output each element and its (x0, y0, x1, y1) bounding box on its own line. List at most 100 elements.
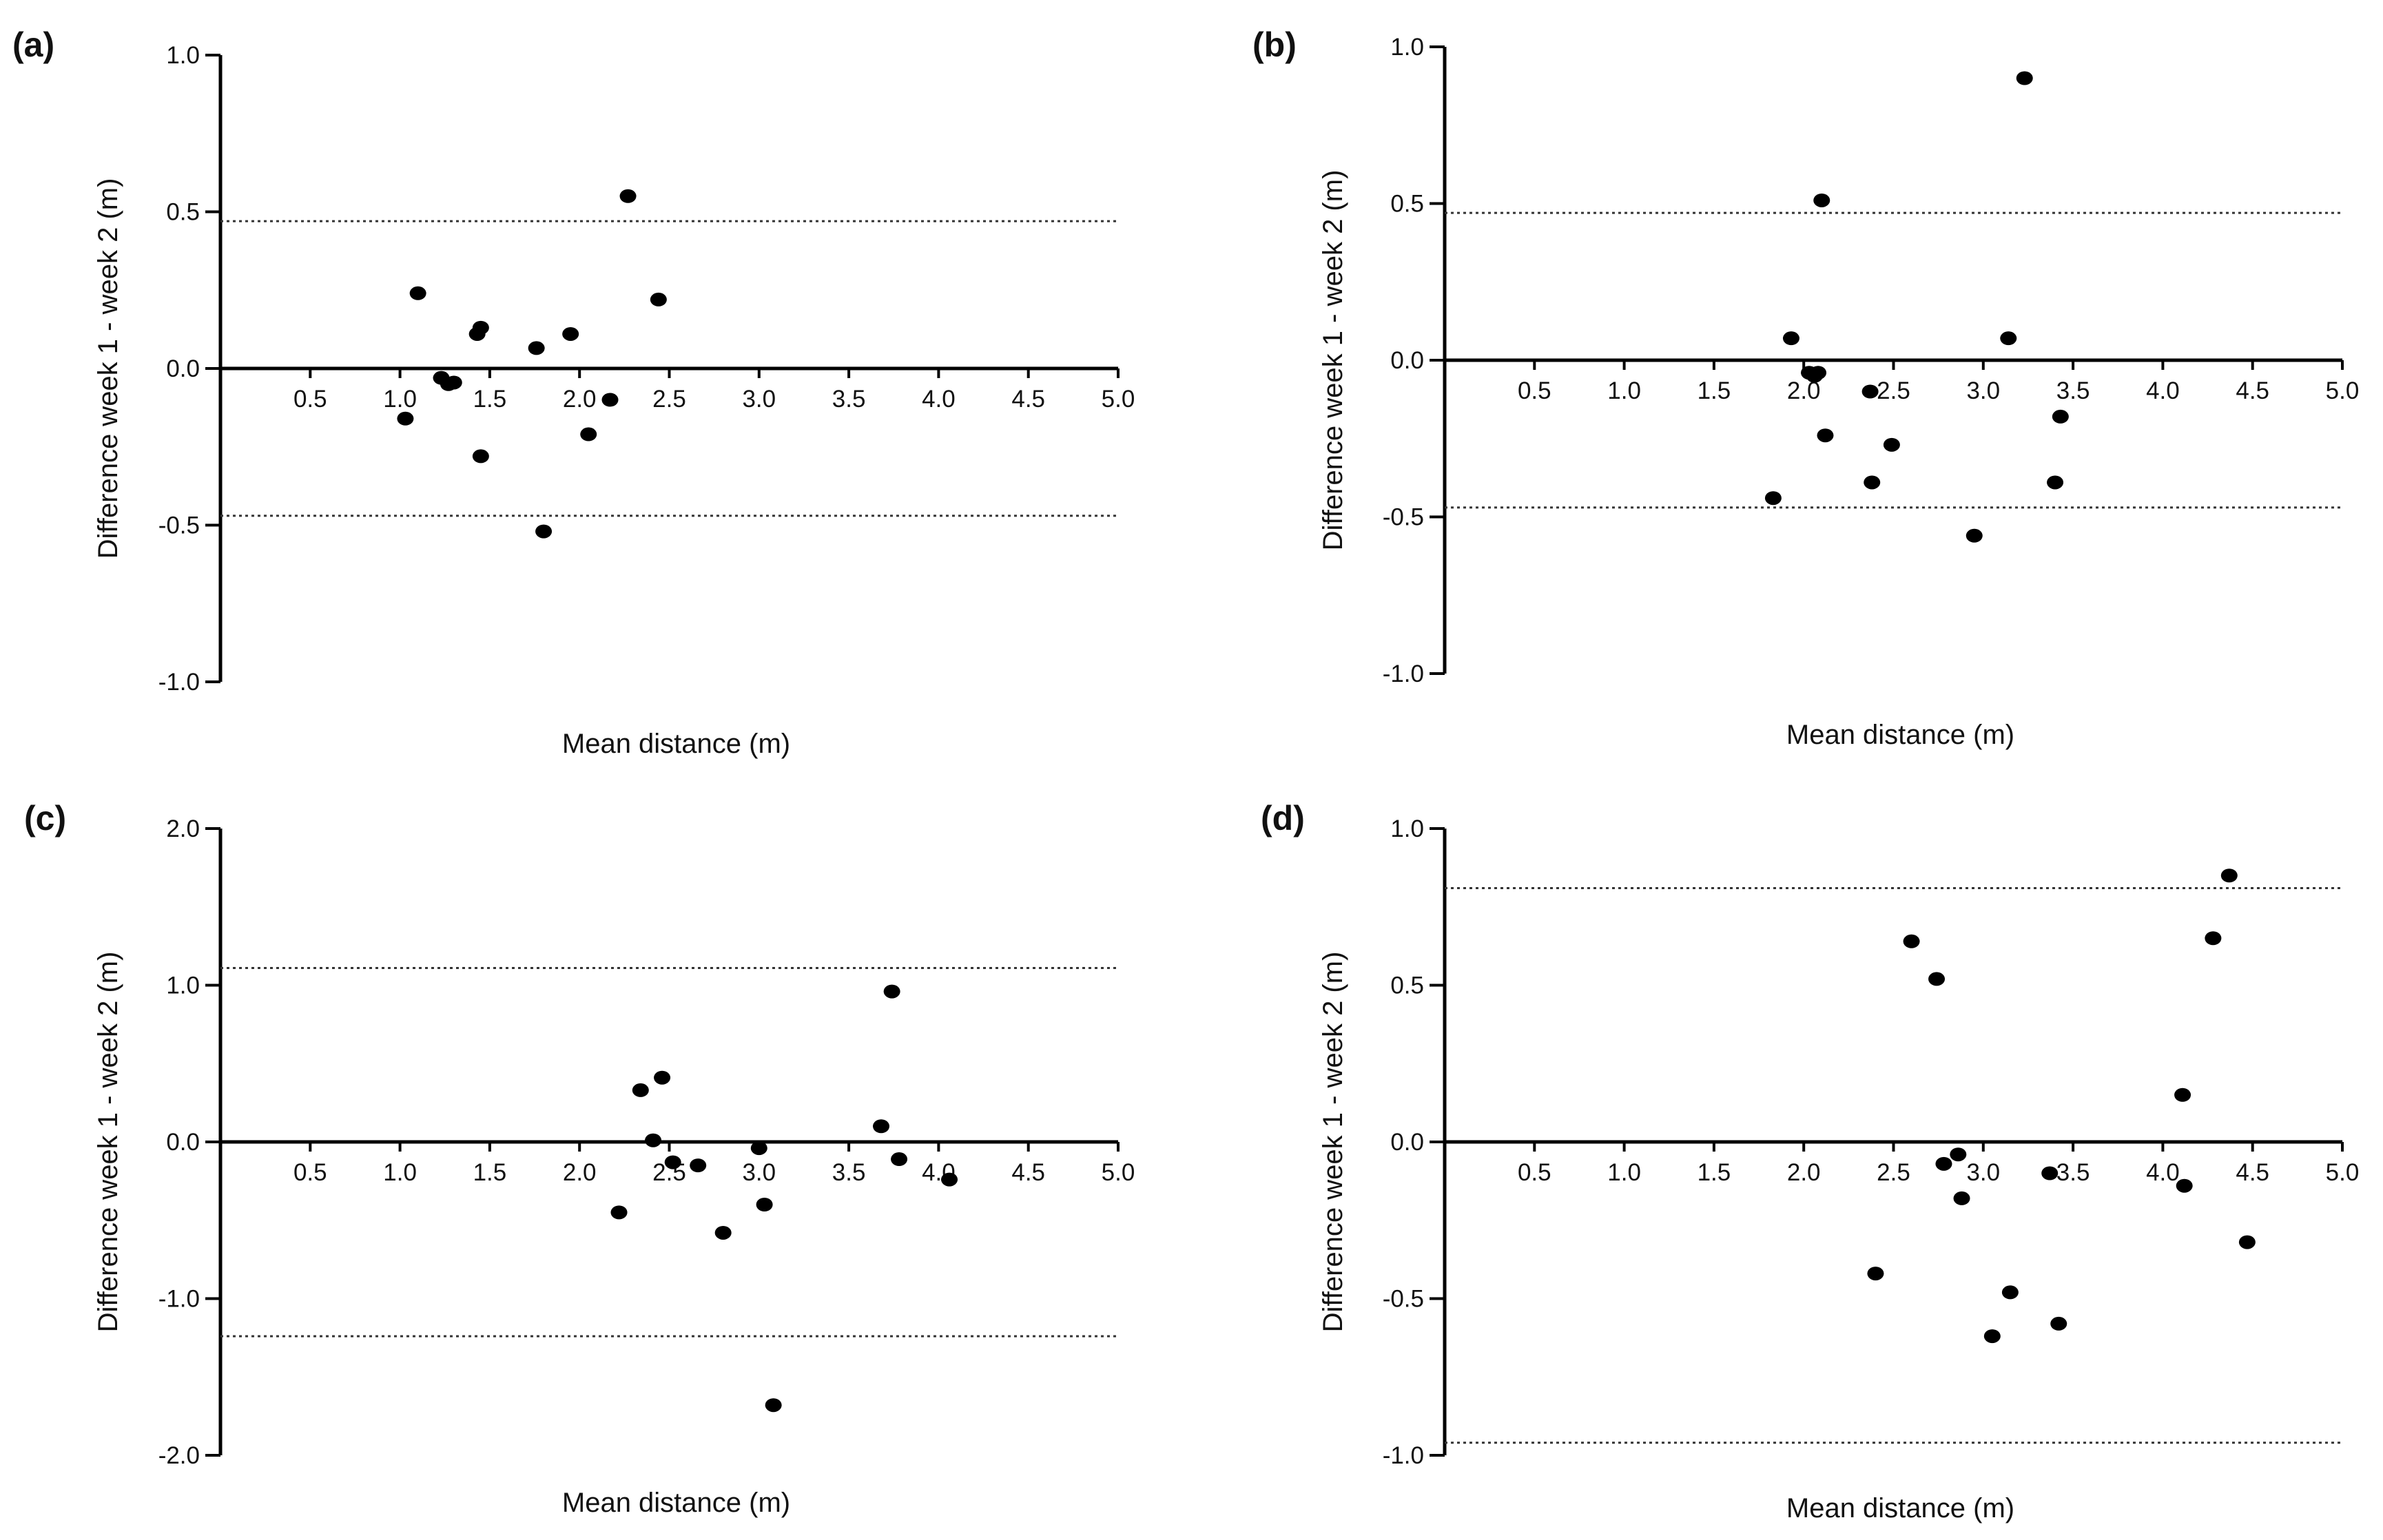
y-tick-label: 1.0 (1390, 815, 1424, 842)
y-tick-label: -0.5 (158, 512, 200, 539)
data-point (2016, 71, 2033, 85)
data-point (1861, 384, 1879, 399)
panel-letter: (b) (1252, 25, 1297, 64)
x-tick-label: 5.0 (1102, 1159, 1135, 1186)
data-point (1883, 437, 1900, 452)
data-point (445, 375, 462, 390)
data-point (1864, 475, 1881, 490)
x-tick-label: 0.5 (293, 386, 327, 413)
y-tick-label: 0.0 (166, 355, 200, 382)
y-tick-label: 0.5 (1390, 191, 1424, 218)
data-point (756, 1198, 773, 1211)
y-tick-label: 1.0 (166, 42, 200, 69)
data-point (2052, 409, 2069, 424)
y-tick-label: 2.0 (166, 815, 200, 842)
x-tick-label: 4.0 (2146, 1159, 2180, 1186)
x-tick-label: 1.0 (1607, 377, 1641, 404)
y-tick-label: 1.0 (1390, 34, 1424, 61)
x-tick-label: 4.5 (1011, 1159, 1045, 1186)
x-tick-label: 3.0 (742, 386, 776, 413)
x-tick-label: 5.0 (1102, 386, 1135, 413)
data-point (619, 189, 637, 203)
data-point (1867, 1267, 1884, 1281)
data-point (690, 1158, 707, 1173)
data-point (2000, 331, 2017, 346)
x-tick-label: 1.5 (1698, 377, 1731, 404)
data-point (873, 1119, 890, 1134)
data-point (2050, 1316, 2067, 1331)
x-tick-label: 3.5 (832, 386, 866, 413)
x-tick-label: 3.5 (832, 1159, 866, 1186)
x-tick-label: 1.5 (473, 1159, 507, 1186)
x-tick-label: 4.5 (2236, 1159, 2269, 1186)
data-point (601, 393, 619, 407)
y-tick-label: -0.5 (1383, 504, 1424, 531)
panel-letter: (a) (12, 25, 54, 64)
x-tick-label: 2.0 (563, 386, 597, 413)
x-tick-label: 5.0 (2326, 1159, 2360, 1186)
data-point (645, 1133, 662, 1147)
data-point (1764, 491, 1782, 506)
data-point (883, 984, 900, 999)
x-tick-label: 3.0 (1966, 377, 2000, 404)
y-tick-label: -1.0 (158, 669, 200, 696)
data-point (664, 1155, 681, 1169)
x-tick-label: 4.5 (2236, 377, 2269, 404)
data-point (765, 1398, 782, 1413)
data-point (1983, 1329, 2001, 1344)
x-axis-title: Mean distance (m) (1786, 720, 2014, 750)
x-tick-label: 3.0 (742, 1159, 776, 1186)
x-axis-title: Mean distance (m) (1786, 1493, 2014, 1523)
y-tick-label: 0.0 (1390, 1129, 1424, 1156)
x-tick-label: 0.5 (293, 1159, 327, 1186)
data-point (2041, 1166, 2059, 1180)
x-tick-label: 4.0 (922, 386, 956, 413)
x-tick-label: 2.5 (1877, 377, 1910, 404)
data-point (528, 341, 545, 355)
data-point (472, 449, 489, 464)
x-axis-title: Mean distance (m) (562, 1488, 790, 1518)
data-point (397, 411, 414, 426)
data-point (580, 427, 597, 441)
panel-letter: (d) (1261, 799, 1305, 837)
y-tick-label: -1.0 (1383, 660, 1424, 687)
y-tick-label: 0.5 (166, 199, 200, 226)
data-point (2001, 1285, 2019, 1300)
y-axis-title: Difference week 1 - week 2 (m) (1318, 170, 1348, 551)
data-point (2047, 475, 2064, 490)
data-point (2174, 1088, 2191, 1102)
x-tick-label: 4.0 (2146, 377, 2180, 404)
data-point (891, 1152, 908, 1167)
data-point (941, 1172, 958, 1187)
x-tick-label: 0.5 (1518, 1159, 1551, 1186)
data-point (2176, 1178, 2193, 1193)
x-tick-label: 2.5 (652, 386, 686, 413)
data-point (535, 524, 553, 539)
data-point (714, 1225, 732, 1240)
data-point (1950, 1147, 1967, 1162)
y-tick-label: -2.0 (158, 1442, 200, 1469)
x-tick-label: 0.5 (1518, 377, 1551, 404)
y-tick-label: 0.0 (1390, 347, 1424, 374)
x-axis-title: Mean distance (m) (562, 729, 790, 759)
data-point (1966, 528, 1983, 543)
data-point (1817, 428, 1834, 443)
y-tick-label: 1.0 (166, 972, 200, 999)
y-axis-title: Difference week 1 - week 2 (m) (93, 178, 123, 559)
data-point (650, 292, 667, 306)
x-tick-label: 2.5 (1877, 1159, 1910, 1186)
x-tick-label: 1.0 (1607, 1159, 1641, 1186)
data-point (654, 1070, 671, 1085)
data-point (632, 1083, 649, 1097)
x-tick-label: 4.5 (1011, 386, 1045, 413)
data-point (1953, 1191, 1970, 1205)
y-tick-label: -0.5 (1383, 1286, 1424, 1313)
x-tick-label: 1.0 (383, 386, 417, 413)
x-tick-label: 5.0 (2326, 377, 2360, 404)
data-point (1782, 331, 1799, 346)
data-point (1810, 366, 1827, 380)
x-tick-label: 1.5 (1698, 1159, 1731, 1186)
data-point (750, 1141, 767, 1156)
data-point (409, 286, 426, 300)
